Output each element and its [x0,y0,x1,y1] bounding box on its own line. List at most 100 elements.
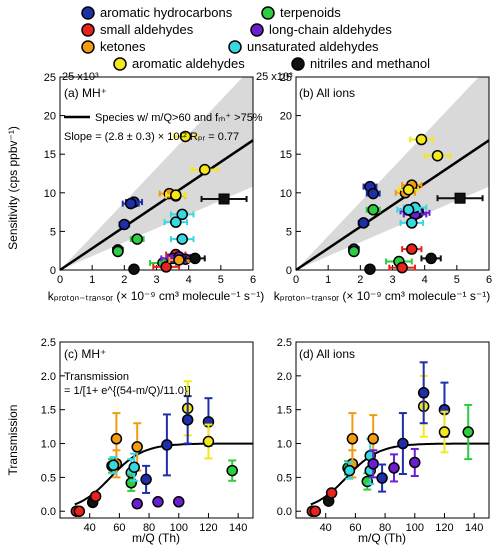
data-point [399,217,425,229]
data-marker [107,459,120,471]
y-tick-label: 1.5 [277,405,292,417]
data-point [346,412,359,466]
data-marker [125,197,137,210]
legend-item-nitriles_methanol: nitriles and methanol [291,56,430,71]
legend-item-ketones: ketones [81,39,146,54]
x-axis-label-d: m/Q (Th) [358,531,406,545]
y-tick-label: 10 [280,188,292,200]
data-marker [161,439,173,451]
data-point [163,216,189,228]
sigmoid-fit [74,442,254,506]
y-tick-label: 0.5 [277,472,292,484]
x-tick-label: 4 [186,274,192,286]
data-marker [343,464,356,477]
data-marker [131,233,143,245]
data-point [168,254,190,266]
x-tick-label: 140 [229,522,247,534]
data-marker [402,183,415,196]
data-marker [367,204,379,216]
panel-a: 0 1 2 3 4 5 6 0 5 10 15 20 25 [44,72,256,286]
data-point [131,498,143,510]
data-point [152,496,164,508]
x-tick-label: 60 [113,522,125,534]
panel-c: 40 60 80 100 120 140 0.0 0.5 1.0 1.5 2.0 2.5 [41,337,254,534]
data-marker [202,435,215,448]
y-tick-label: 2.0 [277,371,292,383]
legend-item-aromatic_hydrocarbons: aromatic hydrocarbons [81,5,233,20]
data-point [409,447,421,478]
legend: aromatic hydrocarbons terpenoids small ald… [81,5,430,71]
data-point [73,505,86,517]
data-marker [438,426,451,438]
y-tick-label: 2.0 [41,371,56,383]
data-point [420,252,442,265]
data-marker [415,133,428,146]
legend-label-small_aldehydes: small aldehydes [100,22,194,37]
data-point [169,208,195,221]
y-tick-label: 25 [280,72,292,84]
x-tick-label: 5 [454,274,460,286]
data-point [436,192,484,204]
data-point [173,130,198,143]
data-marker [128,263,140,275]
x-tick-label: 80 [143,522,155,534]
fit-legend-text: Species w/ m/Q>60 and fᵣₕ⁺ >75% [95,112,263,124]
data-marker [397,437,409,450]
data-point [173,496,185,508]
y-tick-label: 15 [44,149,56,161]
data-point [184,252,206,265]
x-tick-label: 100 [170,522,188,534]
x-tick-label: 120 [435,522,453,534]
y-tick-label: 2.5 [277,337,292,349]
data-point [129,233,145,245]
panel-b: 0 1 2 3 4 5 6 0 5 10 15 20 25 [280,72,492,286]
x-tick-label: 2 [357,274,363,286]
data-marker [406,243,418,255]
data-point [325,487,338,499]
y-scale-label-a: 25 x10³ [62,71,99,83]
confidence-band [60,77,253,270]
data-point [397,183,420,196]
panel-c-label: (c) MH⁺ [64,347,106,361]
data-marker [179,130,192,143]
x-tick-label: 6 [250,274,256,286]
legend-marker-unsaturated_aldehydes [228,40,242,54]
legend-marker-nitriles_methanol [291,57,305,71]
data-point [462,403,474,461]
data-point [388,261,417,274]
y-tick-label: 0 [286,265,292,277]
data-marker [140,473,152,486]
y-tick-label: 1.5 [41,405,56,417]
data-marker [73,505,86,517]
data-point [309,505,322,517]
data-marker [364,263,376,275]
data-marker [346,433,359,445]
data-point [396,204,421,216]
data-point [401,243,423,255]
legend-item-small_aldehydes: small aldehydes [81,22,194,37]
y-tick-label: 20 [280,111,292,123]
data-marker [425,252,437,265]
x-tick-label: 120 [199,522,217,534]
data-marker [325,487,338,499]
data-point [409,133,434,146]
legend-item-terpenoids: terpenoids [261,5,341,20]
data-marker [348,245,360,258]
x-tick-label: 2 [121,274,127,286]
data-marker [110,433,123,445]
data-point [118,218,131,231]
y-tick-label: 15 [280,149,292,161]
data-marker [131,441,143,453]
data-point [388,453,400,483]
data-marker [309,505,322,517]
x-tick-label: 3 [389,274,395,286]
data-marker [173,254,185,266]
y-tick-label: 0.0 [277,506,292,518]
y-tick-label: 5 [50,226,56,238]
data-marker [367,433,379,445]
data-marker [409,456,421,469]
data-point [121,197,140,210]
transmission-eq-line2: = 1/[1+ e^{(54-m/Q)/11.0}] [64,385,191,397]
x-tick-label: 100 [406,522,424,534]
